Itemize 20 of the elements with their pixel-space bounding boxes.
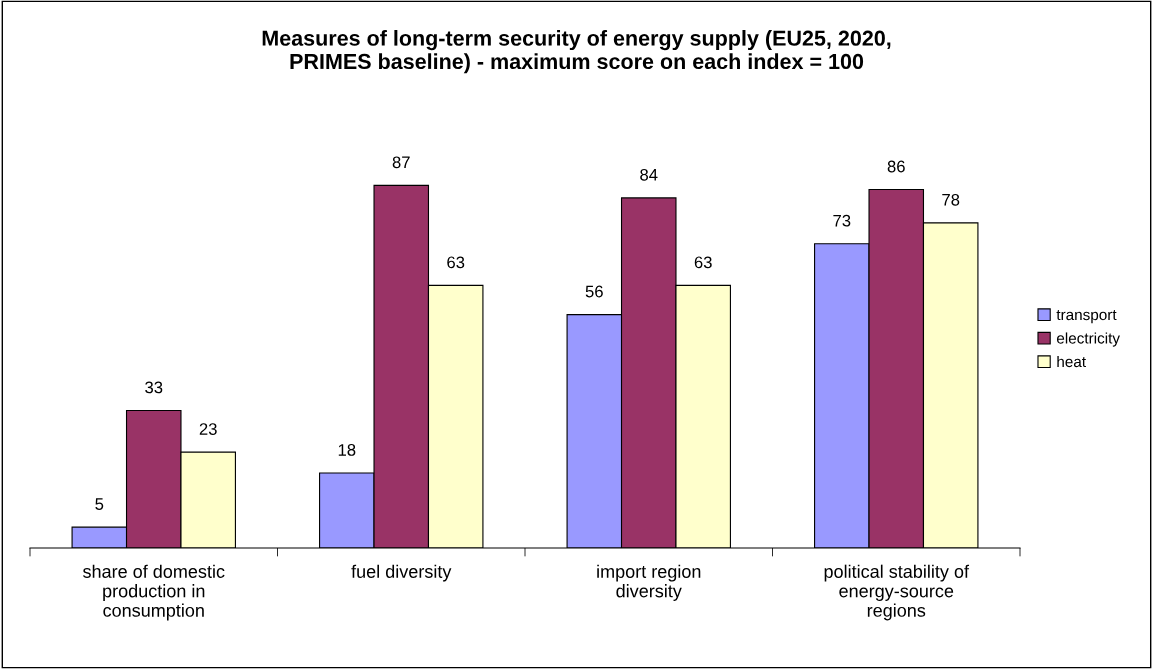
x-tick-label: import region diversity — [597, 564, 701, 601]
x-tick-label: share of domestic production in consumption — [83, 564, 225, 621]
data-label: 5 — [95, 498, 104, 510]
data-label: 18 — [338, 443, 356, 456]
legend-label: electricity — [1056, 332, 1120, 347]
data-label: 33 — [145, 381, 163, 394]
data-label: 78 — [942, 193, 960, 206]
chart-title: Measures of long-term security of energy supply (EU25, 2020, PRIMES baseline) - maximum score on each index = 100 — [262, 30, 891, 74]
data-label: 86 — [887, 160, 905, 173]
legend-label: heat — [1057, 355, 1086, 368]
data-label: 63 — [694, 256, 712, 269]
legend-label: transport — [1056, 310, 1117, 324]
data-label: 73 — [833, 214, 851, 227]
x-tick-label: political stability of energy-source regions — [824, 564, 970, 621]
data-label: 23 — [199, 423, 217, 435]
data-label: 63 — [447, 256, 465, 269]
data-label: 84 — [640, 168, 658, 181]
data-label: 56 — [585, 285, 603, 298]
x-tick-label: fuel diversity — [351, 564, 452, 582]
data-label: 87 — [392, 156, 410, 169]
